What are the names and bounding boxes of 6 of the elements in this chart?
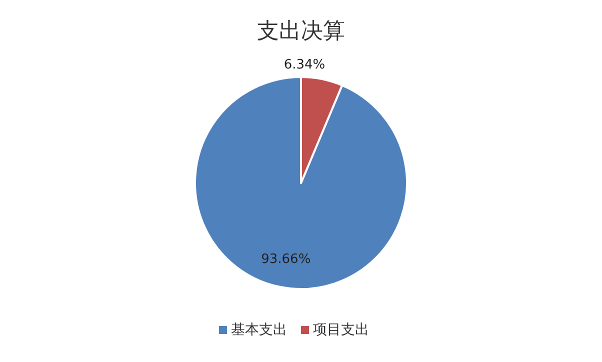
data-label: 93.66% xyxy=(261,252,311,267)
data-label: 6.34% xyxy=(284,57,326,72)
legend-label: 基本支出 xyxy=(231,322,287,338)
pie-slice xyxy=(194,76,408,290)
chart-title: 支出决算 xyxy=(257,19,345,44)
legend-label: 项目支出 xyxy=(313,322,369,338)
